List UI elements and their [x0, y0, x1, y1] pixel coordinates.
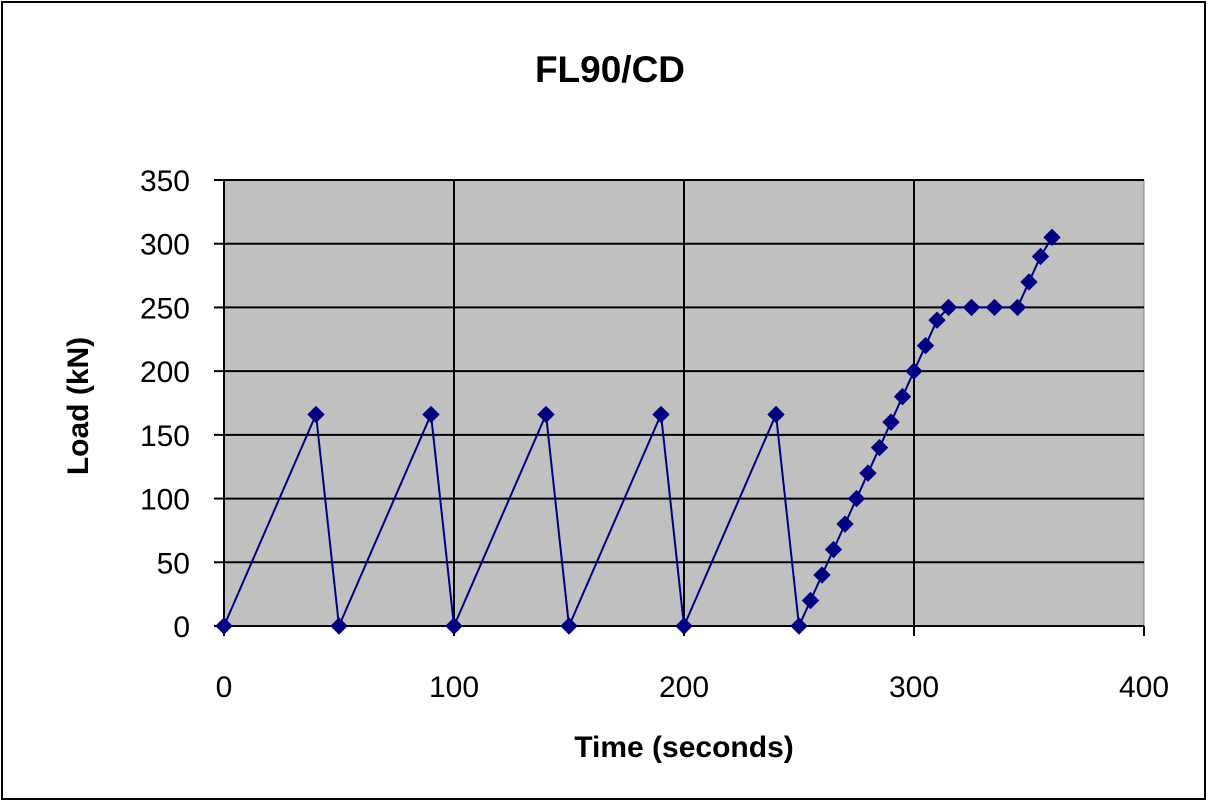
y-tick-label: 50 [157, 547, 190, 580]
chart-title: FL90/CD [535, 49, 685, 90]
y-tick-label: 200 [140, 356, 190, 389]
data-point-marker [847, 489, 866, 508]
data-point-marker [652, 405, 670, 424]
data-point-marker [882, 413, 900, 431]
x-tick-label: 300 [889, 671, 939, 704]
data-point-marker [1008, 298, 1027, 317]
y-tick-label: 0 [173, 611, 190, 644]
data-point-marker [916, 336, 935, 355]
data-point-marker [422, 405, 440, 424]
data-point-marker [215, 617, 233, 635]
y-tick-label: 300 [140, 229, 190, 262]
x-tick-label: 100 [429, 671, 479, 704]
data-point-marker [928, 311, 946, 329]
y-axis-title: Load (kN) [62, 337, 95, 475]
x-axis-title: Time (seconds) [574, 731, 794, 764]
x-tick-label: 200 [659, 671, 709, 704]
y-tick-label: 100 [140, 484, 190, 517]
data-point-marker [560, 617, 578, 635]
data-point-marker [905, 362, 923, 380]
x-tick-label: 400 [1119, 671, 1169, 704]
data-point-marker [962, 298, 981, 317]
data-point-marker [813, 566, 831, 584]
data-point-marker [675, 617, 693, 635]
data-point-marker [1031, 247, 1050, 266]
data-point-marker [1043, 228, 1061, 247]
data-point-marker [870, 438, 889, 457]
data-point-marker [1020, 273, 1038, 291]
data-point-marker [893, 387, 912, 406]
data-point-marker [985, 298, 1004, 317]
data-point-marker [767, 405, 785, 424]
data-point-marker [445, 617, 463, 635]
data-point-marker [307, 405, 325, 424]
data-point-marker [330, 617, 348, 635]
data-point-marker [859, 464, 877, 482]
data-point-marker [836, 515, 854, 533]
data-point-marker [801, 591, 820, 610]
y-tick-label: 150 [140, 420, 190, 453]
data-series [215, 228, 1061, 635]
y-tick-label: 350 [140, 165, 190, 198]
data-point-marker [824, 540, 843, 559]
data-point-marker [537, 405, 555, 424]
y-tick-label: 250 [140, 292, 190, 325]
data-point-marker [939, 298, 958, 317]
data-point-marker [790, 617, 808, 635]
tick-labels: 0 50 100 150 200 250 300 350 0 100 200 300 400 [140, 165, 1169, 704]
x-tick-label: 0 [216, 671, 233, 704]
